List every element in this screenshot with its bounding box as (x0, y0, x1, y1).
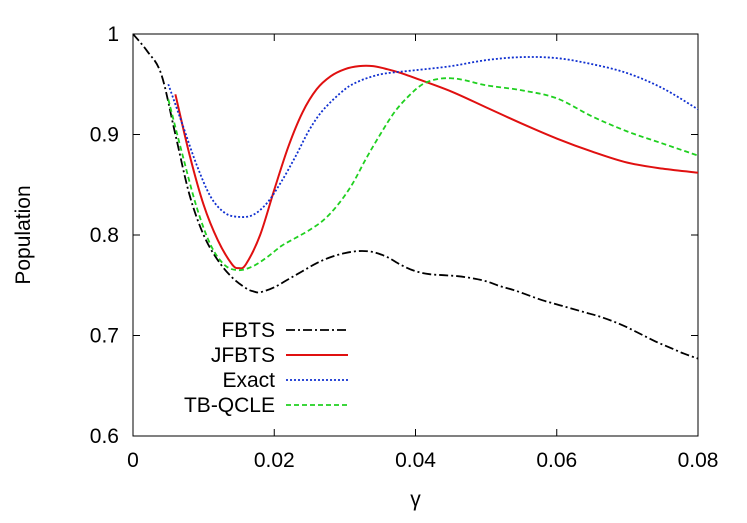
x-tick-label: 0.02 (254, 449, 295, 472)
x-tick-label: 0 (127, 449, 139, 472)
series-line-fbts (133, 34, 698, 360)
y-tick-label: 0.6 (90, 425, 119, 448)
series-line-exact (167, 56, 698, 218)
legend-label: TB-QCLE (184, 394, 275, 417)
x-tick-label: 0.08 (678, 449, 719, 472)
series-lines (133, 34, 698, 360)
legend-label: JFBTS (211, 344, 275, 367)
legend-label: Exact (222, 369, 275, 392)
series-line-jfbts (174, 64, 698, 270)
y-tick-label: 0.8 (90, 224, 119, 247)
x-tick-label: 0.04 (395, 449, 436, 472)
series-line-tb-qcle (167, 77, 698, 272)
axis-ticks: 0 0.02 0.04 0.06 0.08 0.6 0.7 0.8 0.9 1 (90, 23, 719, 472)
y-tick-label: 0.9 (90, 124, 119, 147)
y-tick-label: 0.7 (90, 325, 119, 348)
legend-label: FBTS (221, 319, 275, 342)
plot-frame (132, 33, 699, 437)
x-axis-label: γ (410, 488, 421, 511)
x-tick-label: 0.06 (536, 449, 577, 472)
y-tick-label: 1 (107, 23, 119, 46)
y-axis-label: Population (12, 185, 35, 284)
